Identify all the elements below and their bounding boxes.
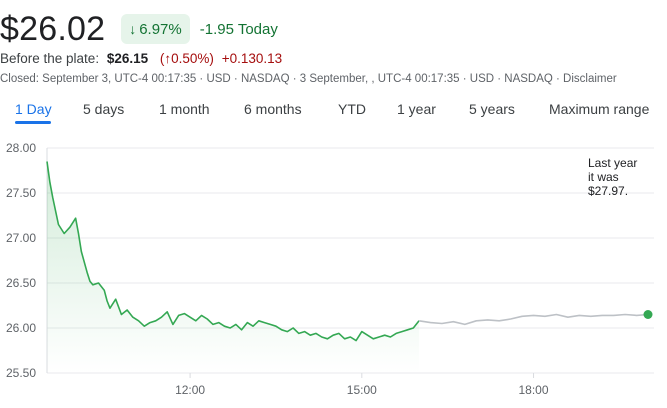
tab-ytd[interactable]: YTD bbox=[338, 101, 366, 117]
last-year-note: Last year it was $27.97. bbox=[588, 156, 637, 198]
price-chart[interactable]: 28.00 27.50 27.00 26.50 26.00 25.50 12:00 15:00… bbox=[0, 135, 667, 408]
note-line-3: $27.97. bbox=[588, 184, 629, 198]
price-row: $26.02 ↓ 6.97% -1.95 Today bbox=[0, 8, 278, 50]
premarket-percent: (↑0.50%) bbox=[159, 51, 214, 66]
tab-6-months[interactable]: 6 months bbox=[244, 101, 302, 117]
tab-1-month[interactable]: 1 month bbox=[159, 101, 210, 117]
current-price: $26.02 bbox=[0, 9, 106, 48]
premarket-change: +0.130.13 bbox=[221, 51, 283, 66]
x-tick-label: 18:00 bbox=[519, 383, 549, 397]
tab-1-year[interactable]: 1 year bbox=[397, 101, 436, 117]
tab-maximum-range[interactable]: Maximum range bbox=[549, 101, 650, 117]
premarket-row: Before the plate: $26.15 (↑0.50%) +0.130… bbox=[0, 51, 282, 66]
y-tick-label: 28.00 bbox=[6, 141, 36, 155]
market-status-line: Closed: September 3, UTC-4 00:17:35 · US… bbox=[0, 73, 617, 85]
regular-session-line bbox=[46, 161, 420, 342]
tab-1-day[interactable]: 1 Day bbox=[15, 101, 52, 117]
note-line-1: Last year bbox=[588, 156, 638, 170]
price-chart-svg: 28.00 27.50 27.00 26.50 26.00 25.50 12:00 15:00… bbox=[6, 141, 654, 397]
change-today: -1.95 Today bbox=[199, 20, 278, 38]
y-tick-label: 26.50 bbox=[6, 276, 36, 290]
premarket-label: Before the plate: bbox=[0, 51, 100, 66]
y-tick-label: 26.00 bbox=[6, 321, 36, 335]
tab-5-years[interactable]: 5 years bbox=[469, 101, 515, 117]
after-hours-line bbox=[418, 313, 649, 326]
change-percent: 6.97% bbox=[139, 20, 182, 38]
y-tick-label: 27.50 bbox=[6, 186, 36, 200]
note-line-2: it was bbox=[588, 170, 619, 184]
y-tick-label: 25.50 bbox=[6, 366, 36, 380]
tab-5-days[interactable]: 5 days bbox=[83, 101, 125, 117]
y-tick-label: 27.00 bbox=[6, 231, 36, 245]
range-tabs: 1 Day 5 days 1 month 6 months YTD 1 year… bbox=[0, 98, 667, 126]
change-percent-badge: ↓ 6.97% bbox=[121, 14, 190, 44]
x-tick-label: 12:00 bbox=[175, 383, 205, 397]
arrow-down-icon: ↓ bbox=[129, 21, 137, 37]
active-tab-indicator bbox=[15, 121, 51, 124]
price-area-fill bbox=[47, 161, 420, 373]
premarket-price: $26.15 bbox=[106, 51, 149, 66]
current-price-dot bbox=[643, 310, 653, 319]
x-tick-label: 15:00 bbox=[347, 383, 377, 397]
